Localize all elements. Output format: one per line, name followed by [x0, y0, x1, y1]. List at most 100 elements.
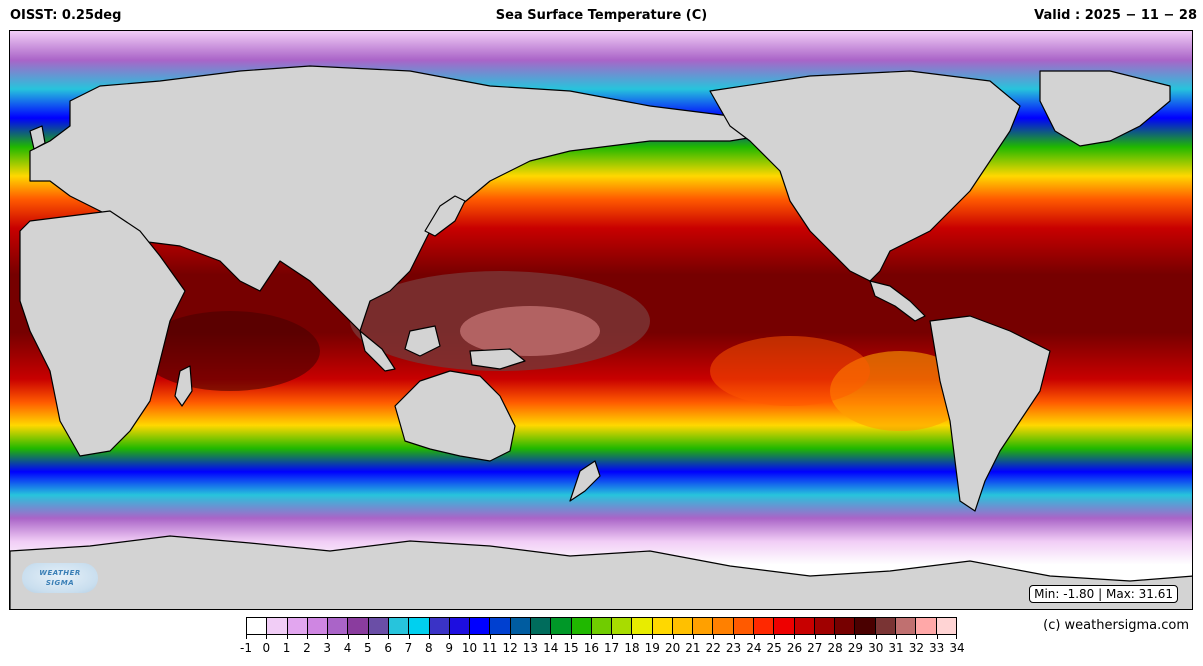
- colorbar-tick-mark: [408, 635, 410, 639]
- colorbar-tick-mark: [794, 635, 796, 639]
- warm-pool-core: [460, 306, 600, 356]
- min-max-stats: Min: -1.80 | Max: 31.61: [1029, 585, 1178, 603]
- colorbar-cell: [287, 618, 308, 634]
- colorbar-cell: [855, 618, 876, 634]
- colorbar-cell: [409, 618, 430, 634]
- colorbar-cell: [591, 618, 613, 634]
- colorbar-tick-mark: [266, 635, 268, 639]
- product-label: OISST: 0.25deg: [10, 8, 122, 23]
- colorbar-cell: [794, 618, 815, 634]
- landmass-south-america: [929, 315, 1051, 512]
- colorbar-cell: [693, 618, 714, 634]
- colorbar-tick-mark: [246, 635, 247, 639]
- colorbar-cell: [470, 618, 491, 634]
- colorbar-tick-label: 25: [766, 641, 782, 655]
- colorbar-tick-mark: [286, 635, 288, 639]
- colorbar-ticks: -1 0 1 2 3 4 5 6 7 8 9 10 11 12 13 14 15 16 17 18 19 20 21 22 23…: [240, 635, 965, 659]
- landmass-madagascar: [174, 365, 193, 407]
- colorbar-cell: [632, 618, 653, 634]
- colorbar-tick-mark: [591, 635, 593, 639]
- colorbar-tick-mark: [672, 635, 674, 639]
- landmass-greenland: [1039, 70, 1171, 147]
- colorbar-tick-label: 20: [664, 641, 681, 655]
- colorbar-cell: [896, 618, 917, 634]
- colorbar-tick-mark: [692, 635, 694, 639]
- colorbar-tick-mark: [510, 635, 512, 639]
- colorbar-tick-label: 7: [404, 641, 413, 655]
- colorbar-tick-mark: [835, 635, 837, 639]
- colorbar-tick-label: 31: [888, 641, 904, 655]
- colorbar-tick-label: 13: [522, 641, 539, 655]
- colorbar-tick-label: 4: [343, 641, 352, 655]
- colorbar-tick-label: 22: [705, 641, 721, 655]
- valid-date-value: 2025 − 11 − 28: [1084, 8, 1197, 23]
- colorbar-tick-label: 23: [725, 641, 742, 655]
- sst-map-canvas: [10, 31, 1192, 609]
- landmass-new-guinea: [469, 348, 526, 370]
- sst-map: WEATHER SIGMA Min: -1.80 | Max: 31.61: [9, 30, 1193, 610]
- colorbar-tick-mark: [347, 635, 349, 639]
- landmass-central-america: [869, 280, 926, 322]
- colorbar-tick-mark: [571, 635, 573, 639]
- colorbar-tick-mark: [631, 635, 633, 639]
- colorbar-tick-label: 17: [604, 641, 620, 655]
- colorbar-cell: [875, 618, 896, 634]
- map-title: Sea Surface Temperature (C): [495, 8, 708, 23]
- colorbar-tick-label: 5: [364, 641, 372, 655]
- colorbar-cell: [936, 618, 956, 634]
- valid-date-key: Valid: [1034, 8, 1071, 23]
- colorbar-tick-mark: [875, 635, 877, 639]
- colorbar-tick-mark: [388, 635, 390, 639]
- land-masses: [10, 65, 1192, 609]
- colorbar-cell: [328, 618, 349, 634]
- colorbar-cell: [754, 618, 775, 634]
- colorbar-tick-label: 10: [461, 641, 478, 655]
- landmass-antarctica: [10, 535, 1192, 609]
- colorbar-tick-label: 32: [908, 641, 924, 655]
- logo-line2: SIGMA: [45, 579, 75, 587]
- colorbar-tick-mark: [956, 635, 957, 639]
- colorbar-tick-label: 30: [868, 641, 884, 655]
- colorbar-tick-mark: [713, 635, 715, 639]
- colorbar-cell: [449, 618, 471, 634]
- colorbar-tick-mark: [489, 635, 491, 639]
- colorbar-cell: [368, 618, 389, 634]
- landmass-africa: [19, 210, 186, 457]
- colorbar-cell: [388, 618, 410, 634]
- colorbar-cell: [835, 618, 856, 634]
- colorbar-cell: [267, 618, 288, 634]
- colorbar-cell: [733, 618, 755, 634]
- colorbar-tick-label: 3: [323, 641, 332, 655]
- colorbar-cell: [652, 618, 673, 634]
- landmass-north-america: [709, 70, 1021, 282]
- colorbar-tick-mark: [855, 635, 857, 639]
- colorbar-tick-mark: [936, 635, 938, 639]
- landmass-borneo: [404, 325, 441, 357]
- colorbar-tick-label: 2: [303, 641, 311, 655]
- colorbar-tick-mark: [611, 635, 613, 639]
- colorbar-tick-label: 24: [746, 641, 762, 655]
- colorbar-cell: [612, 618, 633, 634]
- colorbar-tick-mark: [530, 635, 532, 639]
- logo-line1: WEATHER: [39, 569, 81, 577]
- weathersigma-logo: WEATHER SIGMA: [22, 563, 98, 593]
- colorbar-tick-label: 28: [827, 641, 843, 655]
- colorbar-cell: [916, 618, 937, 634]
- colorbar: [246, 617, 957, 635]
- credit-text: (c) weathersigma.com: [1043, 618, 1189, 633]
- colorbar-cell: [247, 618, 268, 634]
- colorbar-tick-label: 34: [949, 641, 965, 655]
- colorbar-tick-label: 11: [482, 641, 498, 655]
- colorbar-tick-mark: [652, 635, 654, 639]
- colorbar-tick-mark: [306, 635, 308, 639]
- colorbar-tick-label: 16: [583, 641, 599, 655]
- colorbar-tick-mark: [428, 635, 430, 639]
- colorbar-cell: [490, 618, 511, 634]
- colorbar-tick-mark: [753, 635, 755, 639]
- colorbar-tick-label: 12: [502, 641, 518, 655]
- colorbar-tick-label: 1: [282, 641, 291, 655]
- colorbar-cell: [429, 618, 450, 634]
- colorbar-tick-label: 0: [262, 641, 271, 655]
- colorbar-tick-mark: [449, 635, 451, 639]
- valid-date: Valid : 2025 − 11 − 28: [1034, 8, 1197, 23]
